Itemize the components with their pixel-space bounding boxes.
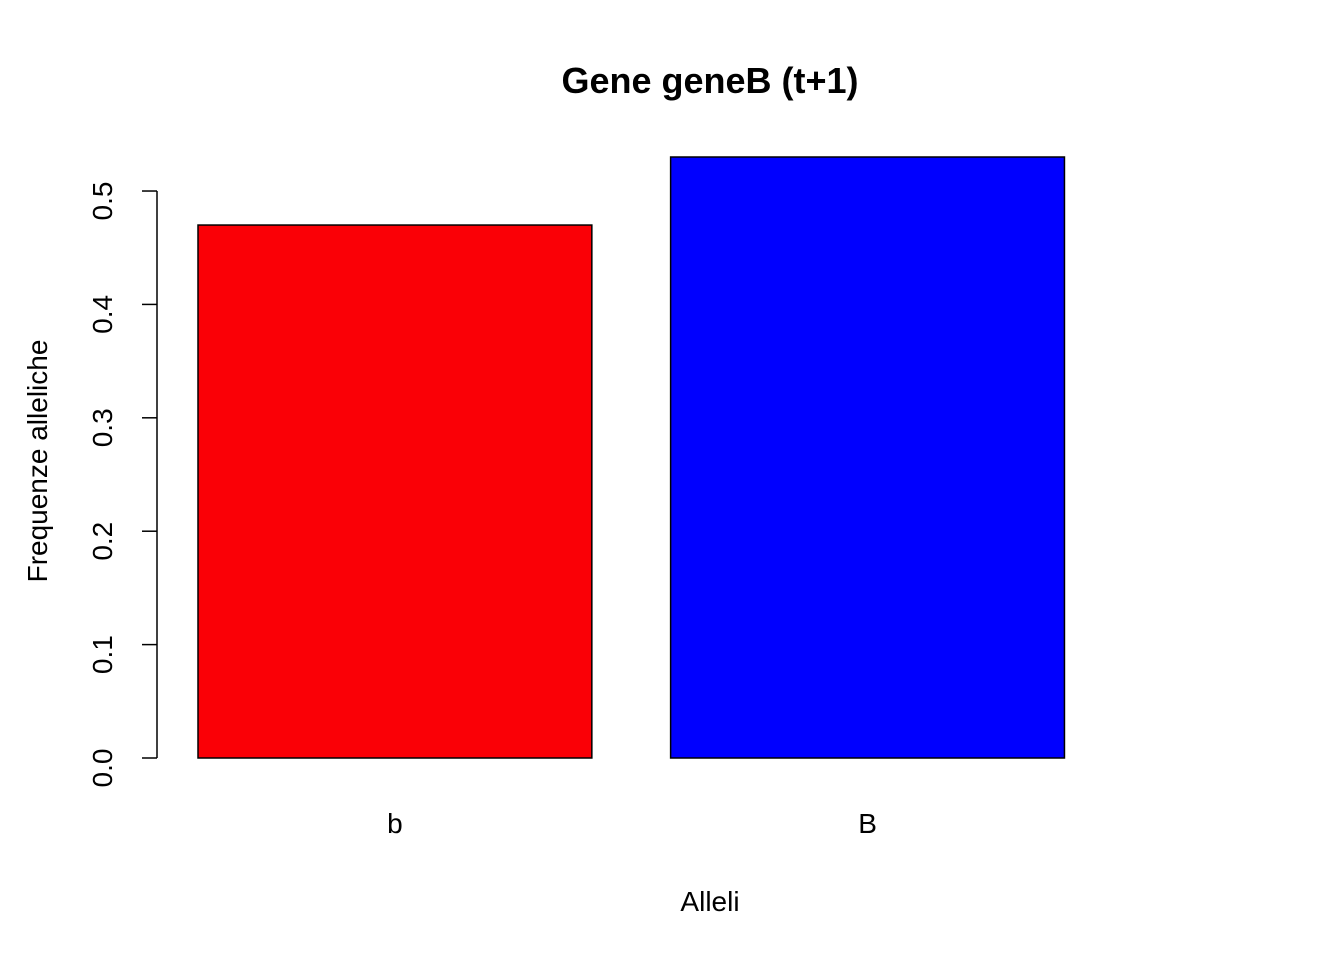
y-axis: 0.0 0.1 0.2 0.3 0.4 0.5 (87, 182, 158, 788)
bars (197, 156, 1066, 759)
x-axis-label: Alleli (680, 886, 739, 917)
y-tick-label: 0.3 (87, 408, 118, 447)
bar-B (669, 156, 1066, 759)
y-tick-label: 0.0 (87, 749, 118, 788)
x-tick-label: b (387, 808, 403, 839)
bar-b (197, 224, 593, 759)
y-tick-label: 0.1 (87, 635, 118, 674)
y-axis-label: Frequenze alleliche (22, 340, 53, 583)
y-tick-label: 0.5 (87, 182, 118, 221)
chart-title: Gene geneB (t+1) (561, 60, 858, 101)
x-tick-label: B (858, 808, 877, 839)
y-tick-label: 0.2 (87, 522, 118, 561)
y-tick-label: 0.4 (87, 295, 118, 334)
